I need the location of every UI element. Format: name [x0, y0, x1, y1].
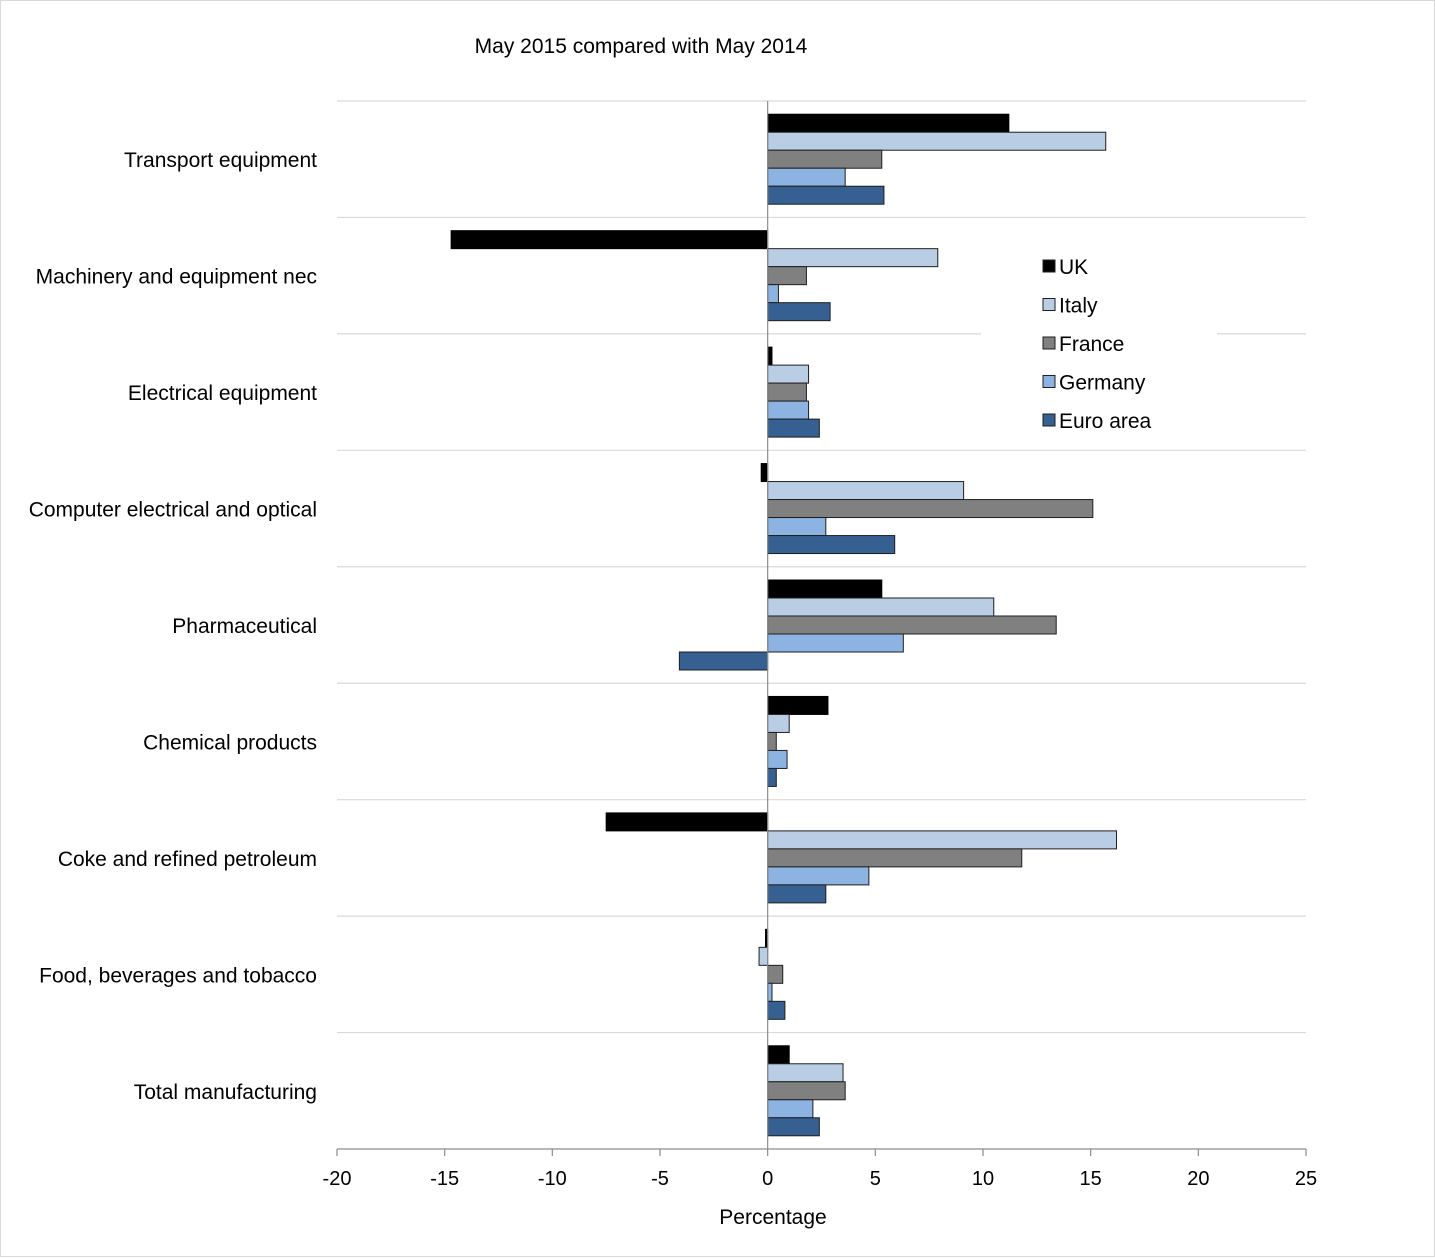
x-tick-label: 15	[1080, 1168, 1102, 1190]
bar	[767, 1000, 786, 1020]
x-tick-label: 0	[762, 1168, 773, 1190]
bar	[767, 131, 1107, 151]
bar	[767, 284, 779, 304]
bar	[767, 830, 1118, 850]
bar	[760, 463, 769, 483]
x-tick-label: 10	[972, 1168, 994, 1190]
category-label: Total manufacturing	[134, 1081, 317, 1104]
bar	[767, 149, 883, 169]
bar	[767, 364, 810, 384]
bar	[767, 382, 807, 402]
bar	[678, 651, 769, 671]
legend-label: UK	[1059, 256, 1088, 279]
bar	[767, 418, 820, 438]
bar	[767, 248, 939, 268]
bar	[767, 185, 885, 205]
bar	[767, 1045, 790, 1065]
legend-background	[981, 246, 1217, 441]
bar	[767, 615, 1057, 635]
category-label: Machinery and equipment nec	[36, 266, 317, 289]
bar	[767, 695, 829, 715]
bar	[767, 346, 773, 366]
x-tick-label: -5	[651, 1168, 669, 1190]
category-label: Pharmaceutical	[172, 615, 317, 638]
bar	[767, 400, 810, 420]
bar	[767, 266, 807, 286]
bar	[767, 1081, 846, 1101]
legend-swatch	[1042, 336, 1056, 350]
legend-swatch	[1042, 298, 1056, 311]
bar	[767, 767, 777, 787]
bar	[767, 633, 904, 653]
x-axis: -20 -15 -10 -5 0 5 10 15 20 25	[323, 101, 1317, 1190]
bar	[767, 749, 788, 769]
legend-label: France	[1059, 333, 1124, 356]
x-tick-label: -20	[323, 1168, 352, 1190]
category-label: Transport equipment	[124, 149, 317, 172]
bar	[767, 167, 846, 187]
bar	[767, 517, 827, 537]
category-gridlines	[337, 100, 1306, 1034]
bar	[767, 535, 896, 555]
bar	[758, 946, 769, 966]
legend-swatch	[1042, 259, 1056, 273]
category-label: Chemical products	[143, 731, 317, 754]
legend-label: Italy	[1059, 295, 1098, 318]
bar	[767, 848, 1023, 868]
x-axis-title: Percentage	[719, 1206, 826, 1229]
category-label: Food, beverages and tobacco	[39, 964, 317, 987]
category-label: Electrical equipment	[128, 382, 317, 405]
bar	[767, 866, 870, 886]
x-tick-label: 20	[1187, 1168, 1209, 1190]
bar	[450, 230, 769, 250]
bar	[767, 713, 790, 733]
x-tick-label: 25	[1295, 1168, 1317, 1190]
legend-swatch	[1042, 413, 1056, 427]
legend-label: Euro area	[1059, 410, 1152, 433]
bar	[767, 597, 995, 617]
chart-title: May 2015 compared with May 2014	[475, 35, 808, 58]
legend: UK Italy France Germany Euro area	[981, 246, 1217, 441]
category-label: Computer electrical and optical	[29, 499, 317, 522]
category-labels: Transport equipment Machinery and equipme…	[29, 149, 317, 1104]
x-tick-label: -15	[430, 1168, 459, 1190]
x-tick-label: 5	[870, 1168, 881, 1190]
bar	[767, 499, 1094, 519]
bar	[767, 302, 831, 322]
bar	[767, 113, 1010, 133]
legend-label: Germany	[1059, 372, 1146, 395]
bar	[767, 964, 784, 984]
bar	[605, 812, 769, 832]
x-tick-label: -10	[538, 1168, 567, 1190]
bar	[767, 579, 883, 599]
category-label: Coke and refined petroleum	[58, 848, 317, 871]
bar	[767, 982, 773, 1002]
bar	[767, 731, 777, 751]
bar	[767, 1099, 814, 1119]
bar	[767, 1117, 820, 1137]
legend-swatch	[1042, 375, 1056, 388]
bar	[767, 1063, 844, 1083]
bar	[767, 481, 965, 501]
bar	[767, 884, 827, 904]
